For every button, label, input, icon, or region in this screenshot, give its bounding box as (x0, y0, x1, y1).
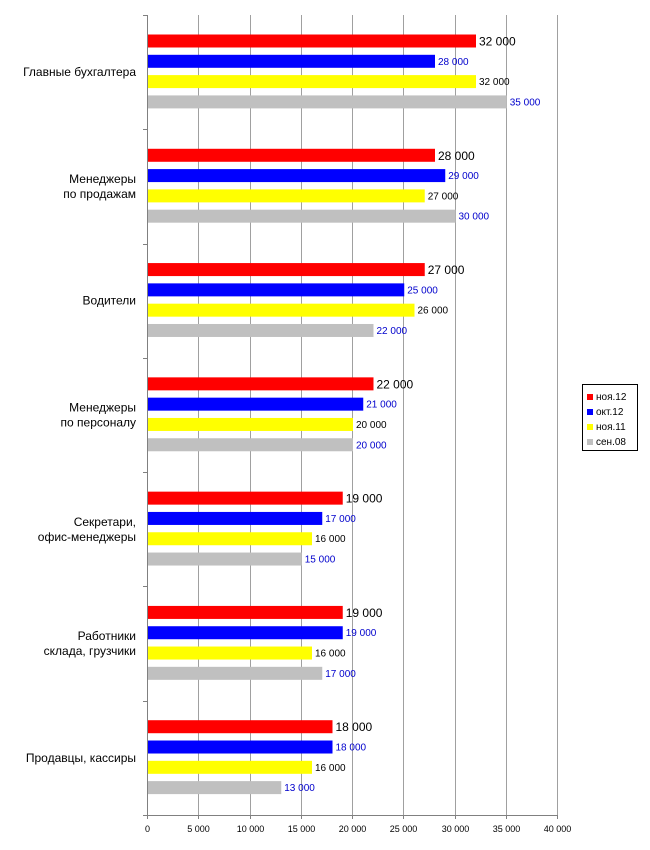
bar (148, 303, 415, 317)
data-label: 29 000 (448, 171, 479, 182)
bars (148, 34, 507, 795)
bar (148, 605, 343, 619)
bar (148, 377, 374, 391)
data-label: 27 000 (428, 191, 459, 202)
data-labels: 32 000 28 000 27 000 22 000 19 000 19 000 18 0… (284, 35, 541, 795)
bar (148, 283, 405, 297)
data-label: 28 000 (438, 57, 469, 68)
x-tick-label: 30 000 (442, 824, 470, 834)
data-label: 25 000 (407, 285, 438, 296)
data-label: 19 000 (346, 606, 383, 620)
data-label: 13 000 (284, 783, 315, 794)
data-label: 20 000 (356, 440, 387, 451)
axes (143, 15, 558, 819)
bar (148, 209, 456, 223)
bar (148, 169, 446, 183)
bar (148, 740, 333, 754)
bar (148, 720, 333, 734)
bar (148, 552, 302, 566)
legend-item: сен.08 (587, 435, 626, 449)
bar (148, 417, 353, 431)
bar (148, 323, 374, 337)
legend-swatch (587, 394, 593, 400)
legend-swatch (587, 439, 593, 445)
data-label: 17 000 (325, 514, 356, 525)
legend-label: сен.08 (596, 436, 626, 448)
legend-label: ноя.12 (596, 391, 627, 403)
data-label: 30 000 (459, 212, 490, 223)
data-label: 35 000 (510, 97, 541, 108)
x-tick-label: 25 000 (390, 824, 418, 834)
legend-item: ноя.11 (587, 420, 626, 434)
bar (148, 148, 435, 162)
bar (148, 397, 364, 411)
legend-label: ноя.11 (596, 421, 626, 433)
data-label: 20 000 (356, 420, 387, 431)
data-label: 21 000 (366, 400, 397, 411)
bar (148, 511, 323, 525)
x-tick-label: 5 000 (187, 824, 210, 834)
bar (148, 54, 435, 68)
data-label: 17 000 (325, 669, 356, 680)
x-tick-label: 35 000 (493, 824, 521, 834)
data-label: 28 000 (438, 149, 475, 163)
bar (148, 626, 343, 640)
bar (148, 760, 312, 774)
bar (148, 646, 312, 660)
data-label: 18 000 (336, 720, 373, 734)
data-label: 19 000 (346, 492, 383, 506)
category-label: Работники склада, грузчики (44, 629, 136, 658)
legend-item: окт.12 (587, 405, 623, 419)
category-label: Главные бухгалтера (23, 65, 136, 79)
bar (148, 666, 323, 680)
category-label: Продавцы, кассиры (26, 751, 136, 765)
category-label: Секретари, офис-менеджеры (38, 515, 136, 544)
data-label: 16 000 (315, 534, 346, 545)
bar (148, 263, 425, 277)
bar (148, 438, 353, 452)
data-label: 22 000 (377, 377, 414, 391)
bar (148, 491, 343, 505)
category-labels: Главные бухгалтера Менеджеры по продажам Во… (23, 65, 136, 765)
data-label: 27 000 (428, 263, 465, 277)
legend-label: окт.12 (596, 406, 624, 418)
legend: ноя.12 окт.12 ноя.11 сен.08 (582, 384, 638, 451)
bar (148, 95, 507, 109)
x-tick-labels: 0 5 000 10 000 15 000 20 000 25 000 30 000 35 0… (145, 824, 571, 834)
x-tick-label: 20 000 (339, 824, 367, 834)
x-tick-label: 10 000 (237, 824, 265, 834)
bar (148, 75, 476, 89)
category-label: Менеджеры по продажам (63, 172, 136, 201)
bar (148, 532, 312, 546)
gridlines (198, 15, 558, 815)
legend-item: ноя.12 (587, 390, 626, 404)
data-label: 16 000 (315, 763, 346, 774)
data-label: 16 000 (315, 649, 346, 660)
legend-swatch (587, 409, 593, 415)
data-label: 22 000 (377, 326, 408, 337)
x-tick-label: 15 000 (288, 824, 316, 834)
legend-swatch (587, 424, 593, 430)
bar (148, 189, 425, 203)
data-label: 32 000 (479, 35, 516, 49)
data-label: 15 000 (305, 555, 336, 566)
data-label: 19 000 (346, 628, 377, 639)
category-label: Менеджеры по персоналу (61, 401, 136, 430)
data-label: 18 000 (336, 743, 367, 754)
data-label: 32 000 (479, 77, 510, 88)
x-tick-label: 0 (145, 824, 150, 834)
bar (148, 34, 476, 48)
x-tick-label: 40 000 (544, 824, 572, 834)
data-label: 26 000 (418, 306, 449, 317)
bar (148, 781, 282, 795)
category-label: Водители (83, 294, 136, 308)
